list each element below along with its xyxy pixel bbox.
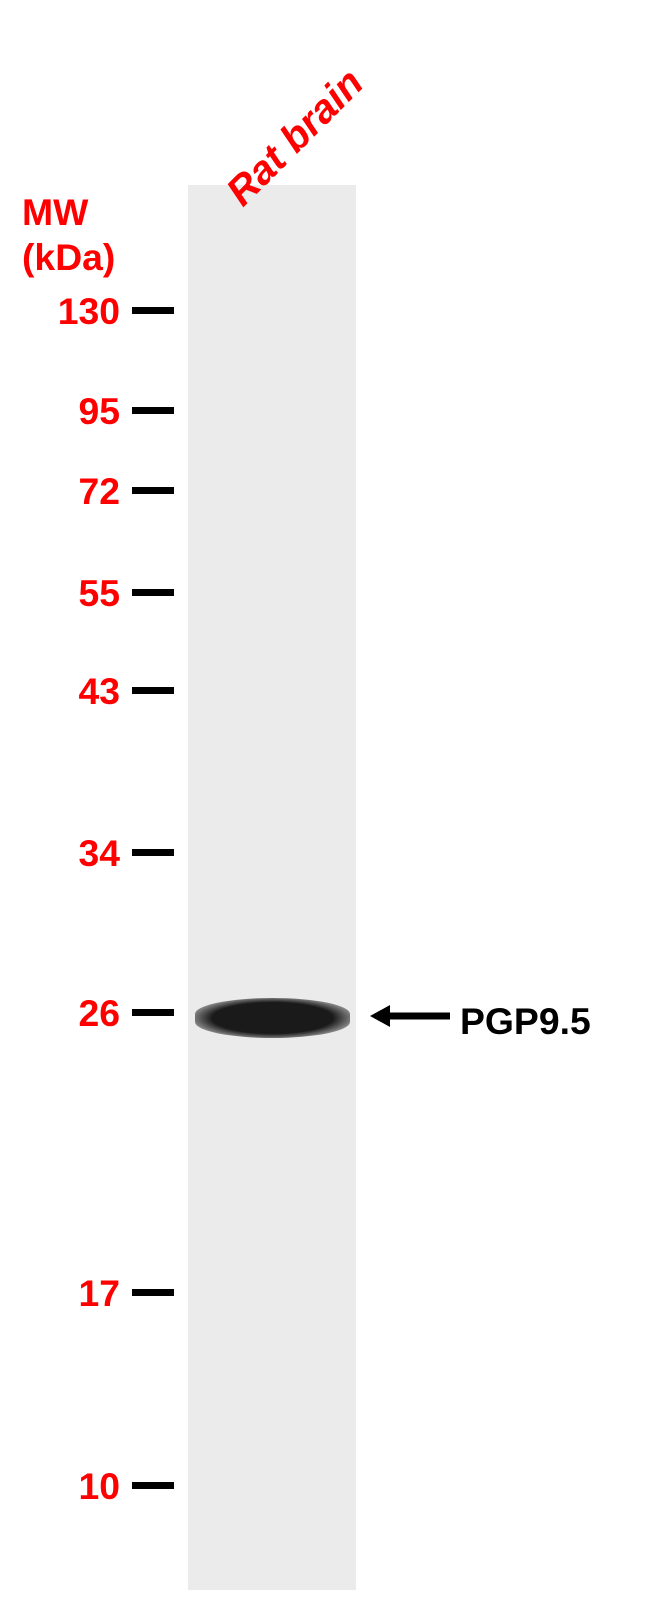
marker-label: 10 [40,1465,120,1508]
marker-label: 130 [40,290,120,333]
marker-tick [132,307,174,314]
marker-tick [132,687,174,694]
marker-tick [132,849,174,856]
marker-tick [132,1289,174,1296]
marker-label: 26 [40,992,120,1035]
mw-text: MW [22,190,115,235]
marker-tick [132,589,174,596]
mw-unit: (kDa) [22,235,115,280]
protein-band-pgp95 [195,998,350,1038]
annotation-arrow-icon [350,996,470,1036]
marker-label: 55 [40,572,120,615]
marker-label: 95 [40,390,120,433]
marker-tick [132,1482,174,1489]
marker-label: 34 [40,832,120,875]
blot-lane [188,185,356,1590]
western-blot-figure: MW (kDa) Rat brain 130 95 72 55 43 34 26… [0,0,650,1623]
annotation-label: PGP9.5 [460,1000,591,1043]
mw-header: MW (kDa) [22,190,115,280]
marker-tick [132,487,174,494]
marker-label: 43 [40,670,120,713]
marker-tick [132,407,174,414]
marker-tick [132,1009,174,1016]
marker-label: 72 [40,470,120,513]
marker-label: 17 [40,1272,120,1315]
